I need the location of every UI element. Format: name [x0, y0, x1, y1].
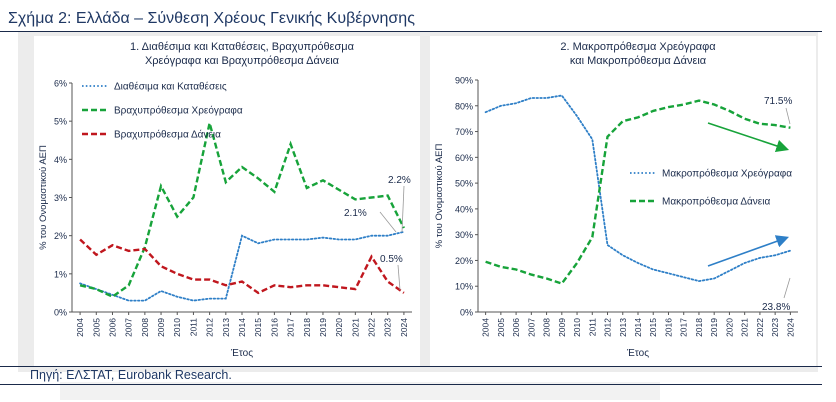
source-top-rule [0, 366, 822, 367]
x-tick-label: 2006 [511, 318, 521, 337]
x-tick-label: 2014 [237, 318, 247, 337]
series-line-3 [79, 238, 405, 295]
y-tick-label: 60% [455, 153, 473, 163]
x-axis-label: Έτος [626, 348, 649, 359]
y-tick-label: 4% [54, 155, 67, 165]
x-tick-label: 2005 [496, 318, 506, 337]
x-tick-label: 2016 [269, 318, 279, 337]
y-tick-label: 5% [54, 117, 67, 127]
y-tick-label: 0% [54, 308, 67, 318]
x-tick-label: 2017 [286, 318, 296, 337]
data-annotation: 2.2% [388, 175, 411, 186]
y-tick-label: 20% [455, 256, 473, 266]
y-tick-label: 10% [455, 282, 473, 292]
x-tick-label: 2024 [399, 318, 409, 337]
x-tick-label: 2006 [107, 318, 117, 337]
y-tick-label: 3% [54, 193, 67, 203]
x-tick-label: 2008 [542, 318, 552, 337]
x-tick-label: 2015 [648, 318, 658, 337]
x-tick-label: 2020 [724, 318, 734, 337]
x-tick-label: 2011 [587, 318, 597, 337]
annotation-leader [401, 185, 405, 233]
y-tick-label: 90% [455, 76, 473, 86]
figure-title: Σχήμα 2: Ελλάδα – Σύνθεση Χρέους Γενικής… [8, 10, 415, 27]
x-tick-label: 2020 [334, 318, 344, 337]
x-tick-label: 2018 [302, 318, 312, 337]
x-tick-label: 2009 [156, 318, 166, 337]
y-tick-label: 30% [455, 230, 473, 240]
x-tick-label: 2013 [221, 318, 231, 337]
x-tick-label: 2005 [91, 318, 101, 337]
x-tick-label: 2018 [694, 318, 704, 337]
y-tick-label: 70% [455, 127, 473, 137]
x-tick-label: 2023 [383, 318, 393, 337]
data-annotation: 2.1% [344, 208, 367, 219]
x-tick-label: 2007 [526, 318, 536, 337]
chart-title-line: Χρεόγραφα και Βραχυπρόθεσμα Δάνεια [145, 55, 340, 67]
x-tick-label: 2013 [618, 318, 628, 337]
series-line-1 [484, 94, 792, 283]
chart-panel-left: 1. Διαθέσιμα και Καταθέσεις, Βραχυπρόθεσ… [34, 36, 420, 366]
source-bottom-rule [0, 384, 822, 385]
legend-label: Μακροπρόθεσμα Δάνεια [662, 196, 770, 208]
y-tick-label: 6% [54, 79, 67, 89]
x-tick-label: 2007 [124, 318, 134, 337]
x-tick-label: 2022 [367, 318, 377, 337]
x-tick-label: 2011 [188, 318, 198, 337]
legend-label: Βραχυπρόθεσμα Δάνεια [114, 129, 221, 141]
annotation-leader [785, 107, 791, 125]
y-tick-label: 0% [460, 308, 473, 318]
trend-arrow-down [707, 122, 790, 153]
series-line-2 [485, 99, 791, 286]
legend-label: Βραχυπρόθεσμα Χρεόγραφα [114, 105, 243, 117]
x-tick-label: 2010 [172, 318, 182, 337]
legend-label: Μακροπρόθεσμα Χρεόγραφα [662, 168, 792, 180]
x-tick-label: 2012 [205, 318, 215, 337]
annotation-leader [397, 264, 401, 291]
annotation-leader [783, 277, 791, 299]
chart-short-term-debt: 1. Διαθέσιμα και Καταθέσεις, Βραχυπρόθεσ… [38, 41, 412, 359]
source-note: Πηγή: ΕΛΣΤΑΤ, Eurobank Research. [30, 368, 232, 382]
x-tick-label: 2022 [755, 318, 765, 337]
series-line-2 [79, 122, 405, 299]
y-tick-label: 2% [54, 231, 67, 241]
x-tick-label: 2009 [557, 318, 567, 337]
y-tick-label: 80% [455, 101, 473, 111]
x-tick-label: 2021 [350, 318, 360, 337]
x-tick-label: 2016 [663, 318, 673, 337]
trend-arrow-up [707, 235, 790, 267]
annotation-leader [379, 211, 397, 233]
x-tick-label: 2004 [75, 318, 85, 337]
x-tick-label: 2021 [740, 318, 750, 337]
x-tick-label: 2019 [318, 318, 328, 337]
x-tick-label: 2012 [603, 318, 613, 337]
data-annotation: 71.5% [764, 96, 792, 107]
chart-panel-right: 2. Μακροπρόθεσμα Χρεόγραφα και Μακροπρόθε… [430, 36, 816, 366]
y-axis-label: % του Ονομαστικού ΑΕΠ [38, 145, 49, 250]
x-tick-label: 2010 [572, 318, 582, 337]
series-line-1 [79, 230, 405, 302]
x-tick-label: 2023 [770, 318, 780, 337]
chart-title-line: και Μακροπρόθεσμα Δάνεια [570, 55, 707, 67]
x-tick-label: 2024 [785, 318, 795, 337]
title-rule [0, 31, 822, 32]
x-tick-label: 2019 [709, 318, 719, 337]
x-tick-label: 2008 [140, 318, 150, 337]
figure-background-lower [60, 382, 660, 400]
x-tick-label: 2004 [481, 318, 491, 337]
data-annotation: 23.8% [762, 302, 790, 313]
x-axis-label: Έτος [230, 348, 253, 359]
legend-label: Διαθέσιμα και Καταθέσεις [114, 81, 227, 93]
chart-title-line: 2. Μακροπρόθεσμα Χρεόγραφα [560, 41, 716, 53]
chart-title-line: 1. Διαθέσιμα και Καταθέσεις, Βραχυπρόθεσ… [130, 41, 355, 53]
y-tick-label: 40% [455, 204, 473, 214]
x-tick-label: 2017 [679, 318, 689, 337]
x-tick-label: 2014 [633, 318, 643, 337]
y-tick-label: 50% [455, 179, 473, 189]
chart-long-term-debt: 2. Μακροπρόθεσμα Χρεόγραφα και Μακροπρόθε… [434, 41, 798, 359]
data-annotation: 0.5% [380, 254, 403, 265]
x-tick-label: 2015 [253, 318, 263, 337]
y-axis-label: % του Ονομαστικού ΑΕΠ [434, 144, 445, 249]
y-tick-label: 1% [54, 269, 67, 279]
